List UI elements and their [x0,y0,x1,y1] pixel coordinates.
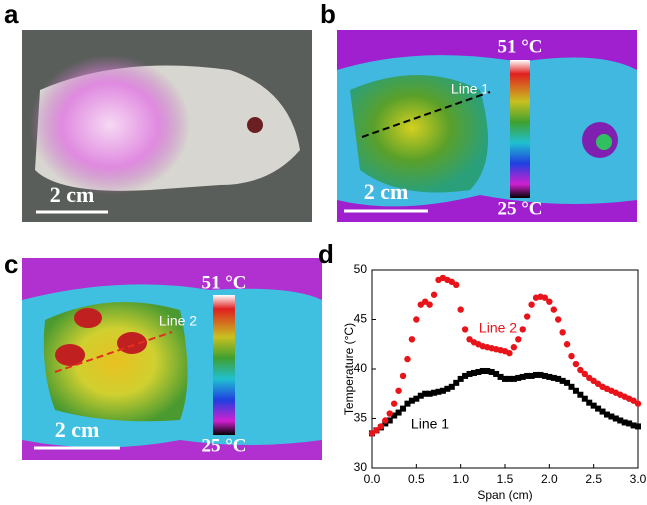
panel-label: a [4,0,19,29]
data-point [387,410,393,416]
line-label: Line 1 [451,81,489,97]
x-tick-label: 3.0 [630,472,647,486]
max-temp: 51 °C [497,36,542,57]
max-temp: 51 °C [201,272,246,293]
panel-label: b [320,0,336,29]
thermal-image: Line 2 51 °C 25 °C 2 cm [22,258,322,460]
data-point [551,306,557,312]
data-point [431,292,437,298]
data-point [635,400,641,406]
y-axis-label: Temperature (°C) [342,323,356,415]
min-temp: 25 °C [201,435,246,456]
data-point [635,423,641,429]
data-point [524,313,530,319]
data-point [395,388,401,394]
x-tick-label: 0.0 [364,472,381,486]
data-point [568,353,574,359]
x-tick-label: 2.0 [541,472,558,486]
series-label: Line 2 [479,320,517,336]
data-point [555,316,561,322]
data-point [511,344,517,350]
min-temp: 25 °C [497,198,542,219]
thermal-image: Line 1 51 °C 25 °C 2 cm [337,30,637,222]
data-point [413,316,419,322]
panel-label: d [318,239,334,269]
data-point [520,326,526,332]
data-point [391,400,397,406]
data-point [409,336,415,342]
plot-frame [372,270,638,468]
x-tick-label: 2.5 [585,472,602,486]
photo: 2 cm [22,30,312,222]
data-point [462,326,468,332]
data-point [453,282,459,288]
line-label: Line 2 [159,313,197,329]
series-label: Line 1 [411,416,449,432]
data-point [378,423,384,429]
data-point [426,301,432,307]
data-point [404,356,410,362]
data-point [457,306,463,312]
figure: a 2 cm b Line 1 51 °C 25 °C 2 cm c Line … [0,0,647,505]
data-point [573,361,579,367]
x-tick-label: 1.0 [452,472,469,486]
data-point [382,417,388,423]
data-point [559,329,565,335]
x-tick-label: 0.5 [408,472,425,486]
scale-label: 2 cm [50,182,95,207]
y-tick-label: 50 [354,262,368,276]
data-point [515,336,521,342]
data-point [564,341,570,347]
x-axis-label: Span (cm) [477,488,532,502]
data-point [506,350,512,356]
panel-label: c [4,249,18,279]
y-tick-label: 30 [354,460,368,474]
x-tick-label: 1.5 [497,472,514,486]
data-point [528,301,534,307]
data-point [546,298,552,304]
scale-label: 2 cm [364,179,409,204]
data-point [400,373,406,379]
scale-label: 2 cm [55,417,100,442]
